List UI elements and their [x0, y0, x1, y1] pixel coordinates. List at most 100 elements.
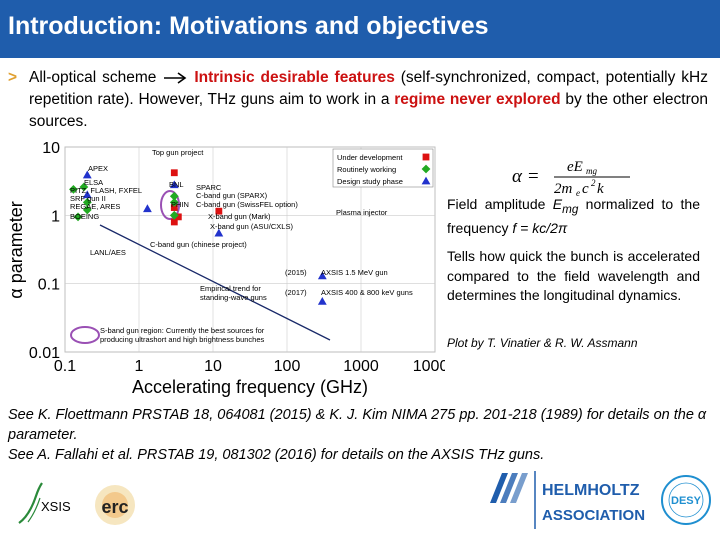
y-axis-label: α parameter [6, 201, 26, 298]
annotation-label: ELSA [84, 178, 103, 187]
trend-line [99, 224, 331, 341]
legend-marker [421, 176, 431, 185]
data-points [69, 169, 327, 305]
annotation-label: AXSIS 1.5 MeV gun [321, 268, 388, 277]
data-point [169, 210, 179, 220]
y-tick-label: 1 [51, 208, 60, 225]
field-amplitude-note: Field amplitude Emg normalized to the fr… [447, 195, 700, 239]
annotation-label: BOEING [70, 212, 99, 221]
annotation-label: S-band gun region: Currently the best so… [100, 326, 265, 335]
s-band-region [160, 190, 180, 220]
legend-label: Design study phase [337, 177, 403, 186]
annotation-label: C-band gun (SwissFEL option) [196, 200, 298, 209]
data-point [317, 271, 327, 280]
data-point [215, 207, 223, 215]
annotation-label: LANL/AES [90, 248, 126, 257]
annotation-label: producing ultrashort and high brightness… [100, 335, 265, 344]
annotation-label: PHIN [171, 200, 189, 209]
data-point [170, 204, 178, 211]
data-point [79, 182, 89, 192]
bullet-text: All-optical scheme Intrinsic desirable f… [29, 67, 708, 133]
x-tick-label: 100 [274, 358, 301, 375]
s-band-region-legend [70, 326, 100, 344]
note-formula: f = kc/2π [512, 220, 568, 237]
bullet-part-1: All-optical scheme [29, 69, 163, 86]
data-point [317, 297, 327, 305]
data-point [82, 197, 92, 207]
bullet-highlight-1: Intrinsic desirable features [194, 69, 395, 86]
x-tick-labels: 0.1 1 10 100 1000 10000 [54, 358, 445, 375]
svg-text:α =: α = [512, 166, 540, 187]
y-tick-labels: 10 1 0.1 0.01 [29, 140, 60, 362]
data-point [143, 204, 152, 213]
bullet-marker: > [8, 69, 18, 86]
y-tick-label: 0.1 [38, 277, 60, 294]
note-part: Field amplitude [447, 196, 553, 212]
data-point [169, 191, 179, 201]
annotation-label: SRF gun II [70, 194, 106, 203]
annotation-label: Empirical trend for [200, 284, 261, 293]
y-tick-label: 0.01 [29, 345, 60, 362]
data-point [73, 212, 83, 222]
data-point [170, 169, 178, 177]
svg-text:XSIS: XSIS [41, 499, 71, 514]
data-point [82, 190, 92, 199]
legend-label: Routinely working [337, 165, 396, 174]
annotation-label: X-band gun (ASU/CXLS) [210, 222, 293, 231]
bullet-paragraph: > All-optical scheme Intrinsic desirable… [8, 67, 708, 133]
references: See K. Floettmann PRSTAB 18, 064081 (201… [8, 405, 713, 465]
annotation-label: X-band gun (Mark) [208, 212, 271, 221]
data-point [174, 213, 182, 221]
note-symbol: E [552, 196, 563, 212]
data-point [82, 205, 92, 215]
slide-title: Introduction: Motivations and objectives [8, 12, 489, 40]
annotation-label: Plasma injector [336, 208, 388, 217]
dynamics-note: Tells how quick the bunch is accelerated… [447, 248, 700, 303]
bullet-highlight-2: regime never explored [394, 91, 561, 108]
svg-text:e: e [576, 188, 580, 197]
plot-credit: Plot by T. Vinatier & R. W. Assmann [447, 336, 638, 350]
svg-text:k: k [597, 181, 604, 197]
annotation-label: C-band gun (chinese project) [150, 240, 247, 249]
x-axis-label: Accelerating frequency (GHz) [132, 377, 368, 397]
chart-legend: Under development Routinely working Design… [332, 148, 434, 188]
erc-logo: erc [95, 485, 135, 525]
helmholtz-desy-logo: HELMHOLTZ ASSOCIATION DESY [490, 471, 711, 529]
x-tick-label: 10 [204, 358, 222, 375]
svg-text:2m: 2m [554, 181, 573, 197]
helmholtz-emblem-icon [490, 473, 528, 503]
annotation-label: APEX [88, 164, 108, 173]
gridlines [64, 146, 436, 353]
svg-text:mg: mg [586, 166, 597, 176]
svg-text:c: c [582, 181, 589, 197]
data-point [169, 197, 179, 207]
y-tick-label: 10 [42, 140, 60, 157]
data-point [214, 228, 224, 237]
title-bar: Introduction: Motivations and objectives [0, 0, 720, 58]
data-point [169, 180, 179, 189]
x-tick-label: 1 [135, 358, 144, 375]
svg-text:eE: eE [567, 159, 583, 175]
svg-text:erc: erc [101, 497, 128, 517]
annotation-label: standing-wave guns [200, 293, 267, 302]
svg-text:DESY: DESY [671, 495, 702, 507]
reference-1: See K. Floettmann PRSTAB 18, 064081 (201… [8, 407, 707, 443]
right-arrow-icon [164, 72, 187, 84]
annotation-label: BNL [169, 180, 184, 189]
annotation-label: SPARC [196, 183, 222, 192]
note-part: normalized to the frequency [447, 196, 700, 237]
reference-2: See A. Fallahi et al. PRSTAB 19, 081302 … [8, 447, 545, 463]
annotation-label: Top gun project [152, 148, 204, 157]
data-point [82, 170, 92, 179]
annotation-label: AXSIS 400 & 800 keV guns [321, 288, 413, 297]
annotation-label: (2015) [285, 268, 307, 277]
alpha-vs-frequency-plot: Under development Routinely working Design… [6, 140, 445, 397]
svg-text:2: 2 [591, 178, 596, 188]
svg-text:ASSOCIATION: ASSOCIATION [542, 507, 645, 524]
data-point [69, 184, 78, 194]
data-point [170, 218, 178, 226]
x-tick-label: 0.1 [54, 358, 76, 375]
alpha-formula: α = eE mg 2m e c 2 k [512, 159, 630, 197]
svg-text:HELMHOLTZ: HELMHOLTZ [542, 482, 640, 499]
